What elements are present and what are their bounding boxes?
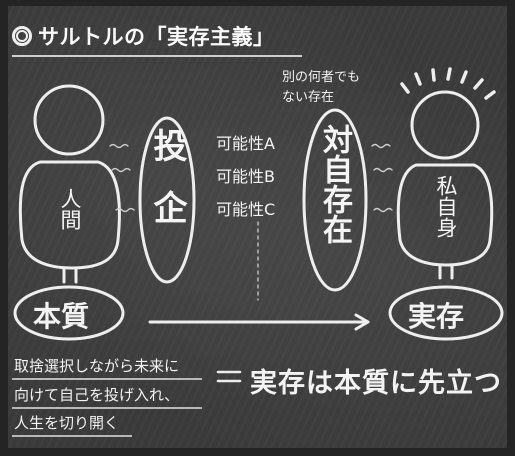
possibility-b: 可能性B [216,167,275,186]
for-itself-label: 対自存在 [317,124,352,244]
note-line-2: ない存在 [282,90,335,105]
vibration-right-2 [373,167,393,173]
for-itself-oval [302,108,368,292]
vibration-left-2 [111,167,131,173]
explanation-line-2: 向けて自己を投げ入れ、 [14,386,180,404]
vibration-left-3 [115,207,135,213]
conclusion: 実存は本質に先立つ [250,368,502,399]
title-row: サルトルの「実存主義」 [12,22,275,50]
left-person-head [33,84,105,156]
left-person-body [18,160,121,270]
page-title: サルトルの「実存主義」 [38,25,275,49]
right-person-head [410,90,480,160]
right-base-ellipse [388,285,504,341]
right-base-label: 実存 [408,300,465,333]
projection-label: 投企 [147,128,187,252]
right-person-body [396,163,494,267]
glow-rays [400,67,496,100]
vibration-left-1 [109,143,129,149]
right-person-label: 私自身 [434,175,458,238]
note-line-1: 別の何者でも [282,70,361,85]
right-person-neck [438,263,454,280]
possibility-a: 可能性A [216,134,275,153]
double-circle-icon [12,26,32,46]
projection-oval [138,116,196,284]
explanation-underline-1 [12,378,202,380]
explanation-underline-2 [12,407,202,409]
title-underline [12,55,302,57]
left-base-label: 本質 [33,300,90,333]
vibration-right-3 [373,207,393,213]
explanation-line-3: 人生を切り開く [14,414,120,432]
left-person-neck [62,266,78,284]
explanation-line-1: 取捨選択しながら未来に [14,357,180,375]
vibration-right-1 [371,143,391,149]
explanation-underline-3 [12,435,132,437]
equals-sign [216,370,242,383]
possibility-c: 可能性C [216,200,276,219]
arrow-line [148,313,370,331]
left-base-ellipse [13,285,125,341]
left-person-label: 人間 [58,188,82,230]
